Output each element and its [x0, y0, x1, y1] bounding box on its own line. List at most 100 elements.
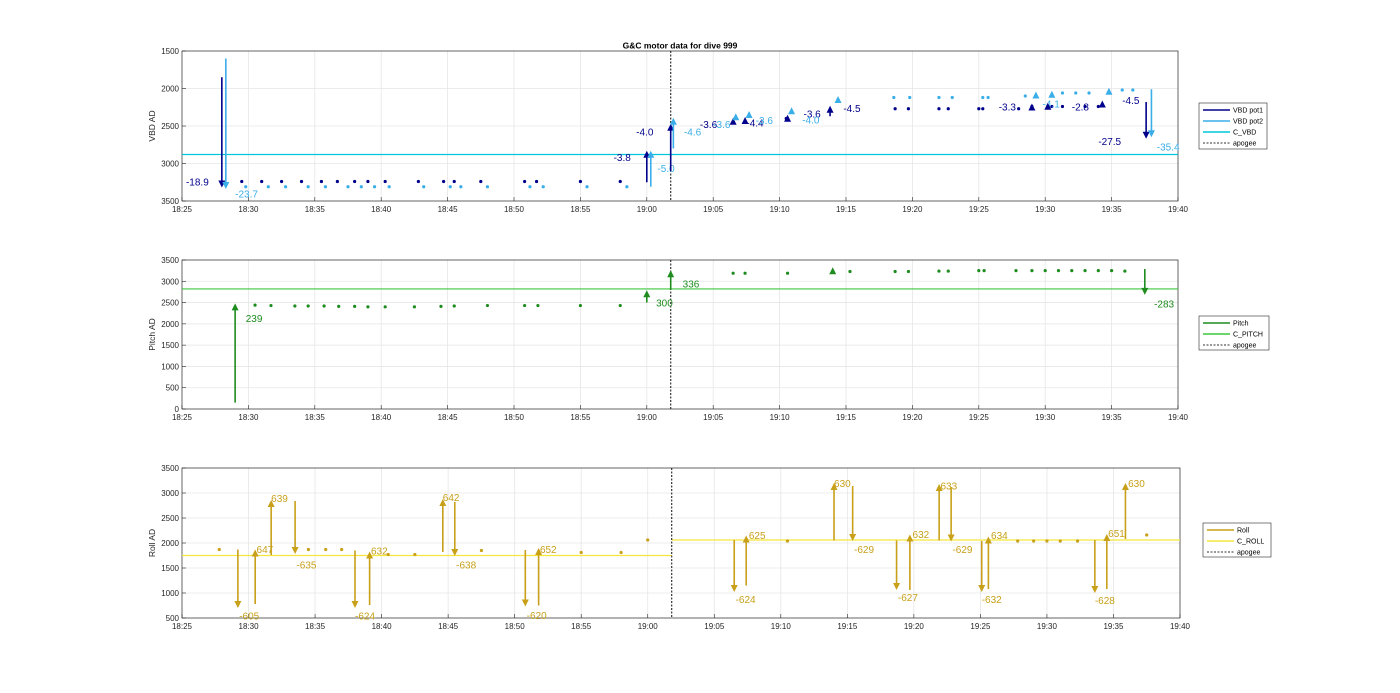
arrow-label: -4.1	[1043, 100, 1061, 111]
vbd-pot2-point	[266, 185, 270, 189]
legend-box	[1198, 315, 1270, 351]
x-tick-label: 19:30	[1035, 413, 1056, 422]
roll-point	[386, 552, 390, 557]
arrow-label: -4.0	[802, 115, 820, 126]
roll-point	[1045, 539, 1049, 543]
x-tick-label: 19:10	[771, 622, 792, 631]
vbd-pot1-point	[479, 179, 483, 184]
arrow-head	[291, 547, 299, 554]
legend-box	[1202, 522, 1272, 558]
vbd-pot2-point	[981, 95, 985, 100]
x-tick-label: 19:00	[637, 205, 658, 214]
pitch-point	[1056, 269, 1061, 273]
roll-point	[340, 547, 344, 552]
vbd-pot1-point	[534, 179, 539, 184]
x-tick-label: 19:35	[1102, 413, 1123, 422]
pitch-point	[937, 269, 941, 273]
arrow-head	[730, 585, 738, 592]
arrow-head	[439, 499, 447, 506]
y-tick-label: 2000	[161, 320, 179, 329]
x-tick-label: 18:40	[372, 622, 393, 631]
arrow-head	[251, 549, 259, 557]
arrow-head	[1142, 131, 1150, 139]
x-tick-label: 18:40	[371, 413, 392, 422]
vbd-pot2-point	[1023, 94, 1027, 98]
pitch-point	[618, 303, 622, 308]
x-tick-label: 19:00	[637, 413, 658, 422]
arrow-label: -3.6	[713, 120, 731, 131]
x-tick-label: 19:05	[704, 622, 725, 631]
x-tick-label: 19:10	[770, 413, 791, 422]
pitch-point	[1043, 269, 1047, 273]
vbd-pot1-point	[353, 179, 357, 184]
x-tick-label: 19:20	[902, 205, 923, 214]
arrow-label: -3.6	[756, 116, 774, 127]
arrow-head	[849, 534, 857, 541]
vbd-pot2-point	[625, 185, 629, 189]
vbd-pot2-point	[283, 185, 288, 189]
arrow-label: -2.8	[1072, 103, 1090, 114]
arrow-label: -5.0	[657, 164, 675, 175]
pitch-point	[893, 269, 897, 274]
vbd-pot2-point	[986, 95, 990, 100]
x-tick-label: 18:45	[438, 622, 459, 631]
pitch-point	[1096, 269, 1100, 273]
x-tick-label: 18:25	[172, 413, 193, 422]
pitch-point	[306, 304, 310, 308]
y-tick-label: 500	[166, 384, 180, 393]
arrow-head	[829, 267, 837, 275]
arrow-label: 632	[371, 547, 388, 558]
arrow-label: -632	[982, 595, 1002, 606]
x-tick-label: 18:25	[172, 205, 193, 214]
vbd-pot1-point	[977, 107, 981, 111]
x-tick-label: 19:35	[1102, 205, 1123, 214]
panel-3: 18:25 18:30 18:35 18:40 18:45 18:50 18:55 19:00…	[147, 464, 1272, 631]
y-tick-label: 3000	[161, 489, 179, 498]
x-tick-label: 18:35	[305, 622, 326, 631]
x-tick-label: 18:25	[172, 622, 193, 631]
y-tick-label: 3000	[161, 277, 179, 286]
arrow-label: -635	[296, 561, 316, 572]
y-tick-label: 2000	[161, 539, 179, 548]
plot-area	[182, 260, 1178, 409]
pitch-point	[366, 305, 370, 309]
vbd-pot1-point	[906, 107, 911, 111]
y-tick-label: 1500	[161, 341, 179, 350]
vbd-pot1-point	[299, 179, 304, 184]
pitch-point	[1110, 269, 1114, 273]
vbd-pot1-point	[240, 179, 244, 184]
arrow-label: 632	[913, 530, 930, 541]
vbd-pot1-point	[442, 179, 446, 184]
pitch-point	[982, 269, 986, 273]
arrow-head	[222, 182, 230, 189]
y-tick-label: 3000	[161, 160, 179, 169]
vbd-pot1-point	[578, 179, 583, 184]
pitch-point	[578, 303, 583, 308]
vbd-pot1-point	[1060, 104, 1065, 109]
arrow-label: -627	[898, 593, 918, 604]
vbd-pot2-point	[359, 185, 363, 189]
vbd-pot2-point	[306, 185, 310, 189]
pitch-point	[322, 304, 326, 308]
arrow-head	[667, 270, 675, 278]
roll-point	[1075, 539, 1080, 543]
vbd-pot2-point	[459, 185, 463, 189]
y-tick-label: 1500	[161, 564, 179, 573]
roll-point	[324, 547, 328, 552]
x-tick-label: 19:05	[703, 205, 724, 214]
arrow-label: -3.6	[804, 109, 822, 120]
arrow-label: -4.0	[636, 127, 654, 138]
arrow-head	[669, 117, 677, 125]
vbd-pot2-point	[323, 185, 328, 189]
vbd-pot2-point	[937, 95, 941, 100]
vbd-pot1-point	[1050, 104, 1054, 109]
x-tick-label: 18:30	[238, 413, 259, 422]
vbd-pot1-point	[452, 179, 456, 184]
arrow-label: -27.5	[1098, 137, 1121, 148]
y-axis-label: VBD AD	[147, 110, 157, 141]
vbd-pot1-point	[946, 107, 950, 111]
chart-title: G&C motor data for dive 999	[623, 41, 738, 51]
arrow-head	[742, 535, 750, 543]
legend-entry: apogee	[1237, 550, 1260, 557]
